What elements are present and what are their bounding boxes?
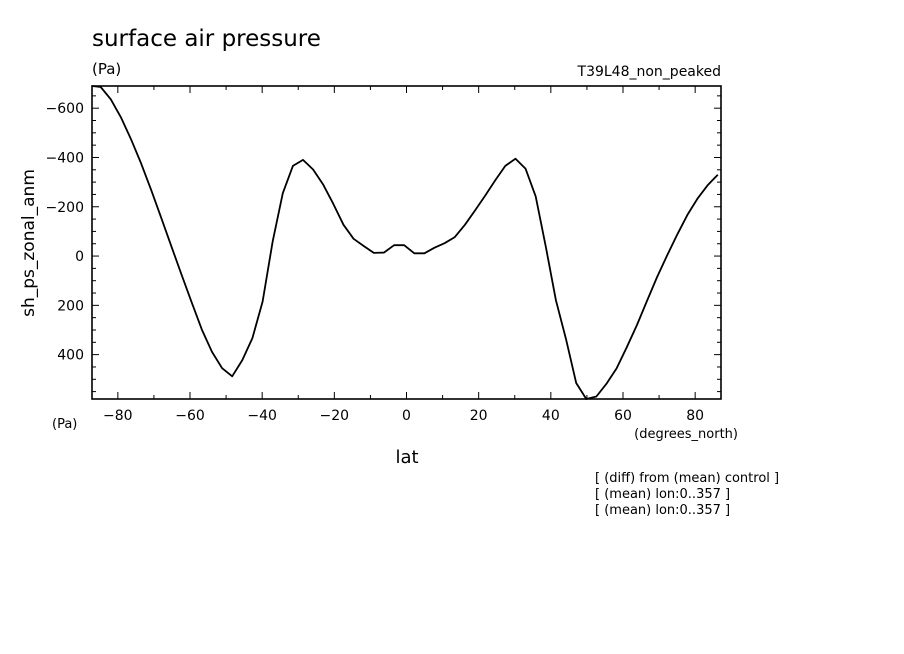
x-tick-label: 80 (686, 408, 704, 424)
y-tick-label: −600 (46, 101, 84, 117)
experiment-label: T39L48_non_peaked (577, 64, 721, 80)
y-units-label: (Pa) (92, 60, 121, 78)
x-axis: −80 −60 −40 −20 0 20 40 60 80 (103, 86, 704, 424)
note-line: [ (mean) lon:0..357 ] (595, 487, 730, 502)
x-tick-label: 20 (470, 408, 488, 424)
y-tick-label: −200 (46, 200, 84, 216)
x-tick-label: 60 (614, 408, 632, 424)
x-tick-label: −40 (247, 408, 277, 424)
series-line (91, 85, 719, 400)
x-tick-label: −20 (320, 408, 350, 424)
x-tick-label: −60 (175, 408, 205, 424)
x-axis-title: lat (395, 447, 418, 468)
series-layer (91, 85, 719, 400)
y-tick-label: 0 (75, 249, 84, 265)
plot-frame (91, 85, 722, 400)
y-axis-units-label: (Pa) (52, 417, 77, 432)
x-units-label: (degrees_north) (634, 427, 738, 442)
note-line: [ (diff) from (mean) control ] (595, 471, 779, 486)
x-tick-label: 0 (402, 408, 411, 424)
y-tick-label: 400 (57, 348, 84, 364)
note-line: [ (mean) lon:0..357 ] (595, 503, 730, 518)
x-tick-label: −80 (103, 408, 133, 424)
y-tick-label: −400 (46, 150, 84, 166)
y-axis: −600 −400 −200 0 200 400 (46, 95, 721, 393)
y-tick-label: 200 (57, 298, 84, 314)
chart-title: surface air pressure (92, 26, 321, 52)
y-axis-title: sh_ps_zonal_anm (19, 169, 39, 317)
x-tick-label: 40 (542, 408, 560, 424)
